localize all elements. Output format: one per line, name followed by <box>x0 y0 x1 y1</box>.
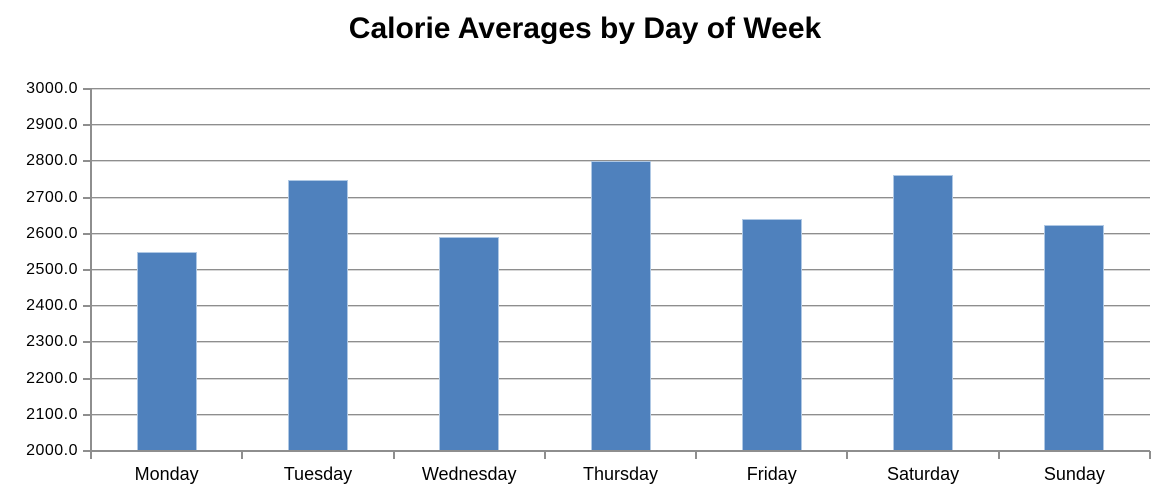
x-axis-tick <box>695 451 698 459</box>
x-axis-tick <box>392 451 395 459</box>
chart-title: Calorie Averages by Day of Week <box>348 12 822 45</box>
x-axis-line <box>91 450 1150 452</box>
bar-friday <box>741 218 802 451</box>
x-axis-label-thursday: Thursday <box>582 464 658 484</box>
y-axis-tick <box>83 160 91 163</box>
gridline <box>91 88 1150 90</box>
y-axis-tick <box>83 305 91 308</box>
x-axis-tick <box>543 451 546 459</box>
y-axis-tick-label: 2400.0 <box>26 297 78 315</box>
y-axis-tick <box>83 413 91 416</box>
y-axis-tick-label: 2300.0 <box>26 333 78 351</box>
bar-thursday <box>590 161 651 451</box>
x-axis-tick <box>241 451 244 459</box>
x-axis-label-saturday: Saturday <box>887 464 960 484</box>
y-axis-tick <box>83 450 91 452</box>
y-axis-tick <box>83 124 91 127</box>
y-axis-tick-label: 2500.0 <box>26 261 78 278</box>
y-axis-tick-label: 2900.0 <box>26 116 78 134</box>
x-axis-tick <box>846 451 849 459</box>
y-axis-tick-label: 2200.0 <box>26 369 78 387</box>
gridline <box>91 124 1150 127</box>
y-axis-tick <box>83 232 91 235</box>
y-axis-tick-label: 2000.0 <box>26 442 78 459</box>
y-axis-tick <box>83 377 91 380</box>
y-axis-tick-label: 3000.0 <box>26 80 78 97</box>
bar-saturday <box>893 174 954 451</box>
y-axis-line <box>90 89 92 451</box>
y-axis-tick <box>83 269 91 271</box>
y-axis-tick-label: 2100.0 <box>26 405 78 423</box>
bar-wednesday <box>439 237 500 451</box>
x-axis-label-monday: Monday <box>134 464 199 484</box>
x-axis-tick <box>1149 451 1151 459</box>
x-axis-label-sunday: Sunday <box>1043 464 1105 484</box>
y-axis-tick-label: 2800.0 <box>26 152 78 170</box>
y-axis-tick <box>83 341 91 344</box>
bar-monday <box>136 251 197 451</box>
x-axis-label-tuesday: Tuesday <box>283 464 353 484</box>
x-axis-tick <box>90 451 92 459</box>
bar-tuesday <box>287 179 348 451</box>
x-axis-label-friday: Friday <box>746 464 797 484</box>
y-axis-tick <box>83 196 91 199</box>
y-axis-tick-label: 2700.0 <box>26 188 78 206</box>
bar-sunday <box>1044 225 1105 451</box>
x-axis-tick <box>997 451 1000 459</box>
y-axis-tick <box>83 88 91 90</box>
y-axis-tick-label: 2600.0 <box>26 224 78 242</box>
x-axis-label-wednesday: Wednesday <box>421 464 517 484</box>
